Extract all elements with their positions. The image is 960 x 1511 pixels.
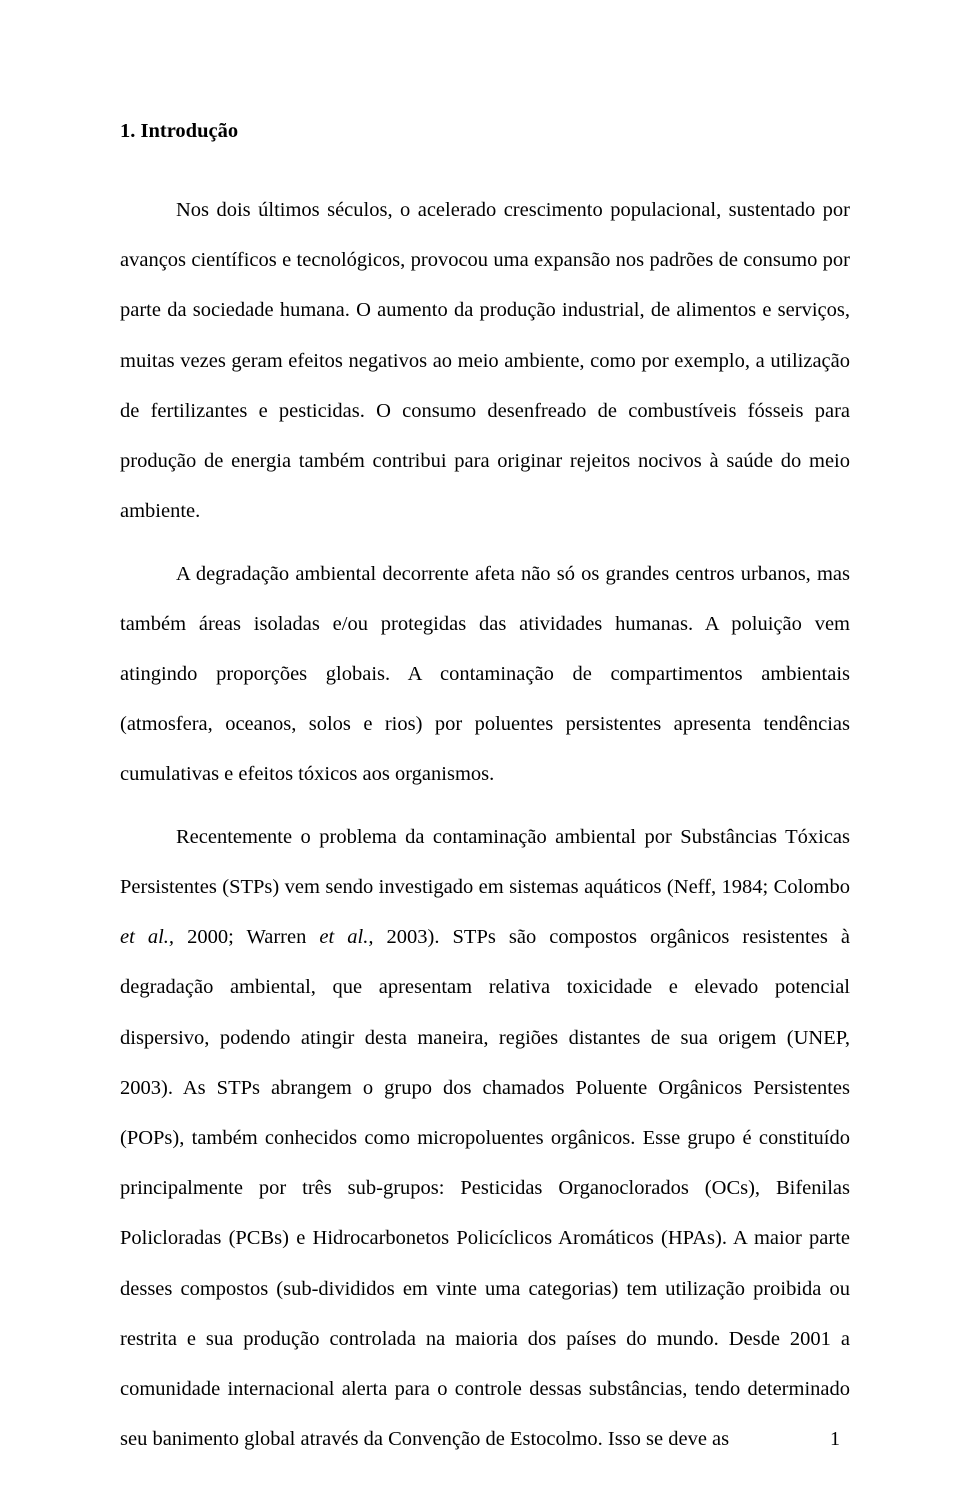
text-run: Recentemente o problema da contaminação …: [120, 826, 850, 898]
body-paragraph-1: Nos dois últimos séculos, o acelerado cr…: [120, 185, 850, 537]
body-paragraph-2: A degradação ambiental decorrente afeta …: [120, 549, 850, 800]
section-heading: 1. Introdução: [120, 120, 850, 143]
citation-italic: et al.,: [319, 926, 373, 948]
body-paragraph-3: Recentemente o problema da contaminação …: [120, 812, 850, 1465]
page-number: 1: [830, 1428, 840, 1451]
text-run: 2000; Warren: [174, 926, 319, 948]
citation-italic: et al.,: [120, 926, 174, 948]
text-run: 2003). STPs são compostos orgânicos resi…: [120, 926, 850, 1450]
